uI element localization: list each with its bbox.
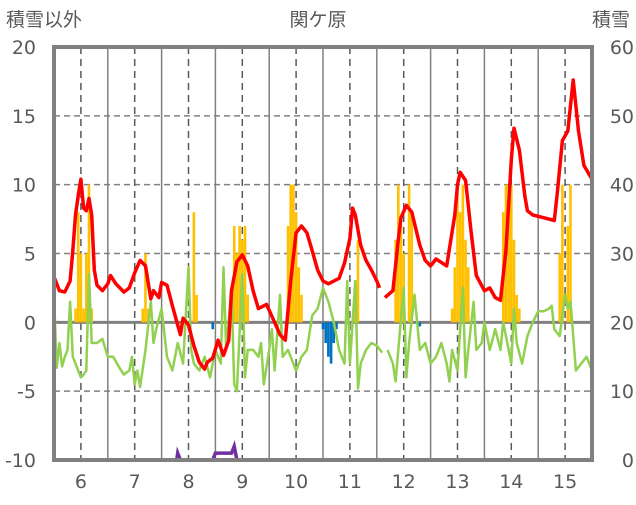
purple-line-series [54,439,592,462]
orange-bar [458,212,462,323]
y2-tick-label: 20 [610,312,634,334]
x-tick-label: 11 [338,471,362,493]
x-tick-label: 15 [553,471,577,493]
orange-bar [558,253,562,323]
orange-bar [566,225,570,323]
y2-tick-label: 10 [610,381,634,403]
orange-bar [141,308,145,323]
x-tick-label: 9 [236,471,248,493]
y2-tick-label: 60 [610,37,634,59]
x-tick-label: 14 [499,471,523,493]
orange-bar [195,294,198,323]
orange-bar [456,184,459,323]
orange-bar [569,184,572,323]
green-line-series [52,266,594,393]
left-axis-title: 積雪以外 [6,9,82,31]
x-tick-label: 7 [129,471,141,493]
orange-bar [76,212,80,323]
y2-tick-label: 50 [610,106,634,128]
orange-bar [464,239,467,323]
y-tick-label: 10 [12,175,36,197]
y-tick-label: 20 [12,37,36,59]
x-tick-label: 6 [75,471,87,493]
y2-tick-label: 30 [610,244,634,266]
orange-bar [407,184,411,323]
y2-tick-label: 40 [610,175,634,197]
orange-bar [466,267,470,323]
y-tick-label: 0 [24,312,36,334]
orange-bar [453,267,457,323]
orange-bar [243,225,247,323]
orange-bar [238,225,241,323]
orange-bar [294,212,298,323]
blue-bar [211,322,215,330]
orange-bar [235,253,239,323]
chart-title: 関ケ原 [289,9,346,31]
red-line-series [52,78,594,371]
blue-bar [321,322,325,330]
orange-bar [450,308,454,323]
blue-bar [418,322,422,327]
orange-bar [410,212,414,323]
x-tick-label: 10 [284,471,308,493]
blue-bar [327,322,330,357]
orange-bar [461,184,465,323]
orange-bar [300,294,303,323]
orange-bar [512,239,516,323]
orange-bar [507,184,510,323]
y2-tick-label: 0 [622,450,634,472]
orange-bar [84,253,88,323]
blue-bar [335,322,338,330]
y-tick-label: 5 [24,244,36,266]
orange-bar [289,184,293,323]
orange-bar [82,308,85,323]
blue-bar [332,322,336,343]
x-tick-label: 12 [392,471,416,493]
orange-bar [286,225,290,323]
orange-bar [192,212,196,323]
plot-frame [52,45,594,462]
x-tick-label: 8 [182,471,194,493]
orange-bar [515,294,518,323]
orange-bar [561,184,564,323]
orange-bar [510,184,513,323]
y-tick-label: 15 [12,106,36,128]
x-tick-label: 13 [445,471,469,493]
orange-bar [246,294,249,323]
orange-bar [356,239,360,323]
y-tick-label: -10 [5,450,36,472]
orange-bar [144,253,147,323]
y-tick-label: -5 [17,381,36,403]
orange-bar [74,308,77,323]
orange-bar [297,267,301,323]
right-axis-title: 積雪 [592,9,630,31]
orange-bar [79,253,83,323]
orange-bar [399,225,403,323]
orange-bar [518,308,521,323]
orange-bar [87,184,91,323]
blue-bar [324,322,327,343]
blue-bar [329,322,333,364]
